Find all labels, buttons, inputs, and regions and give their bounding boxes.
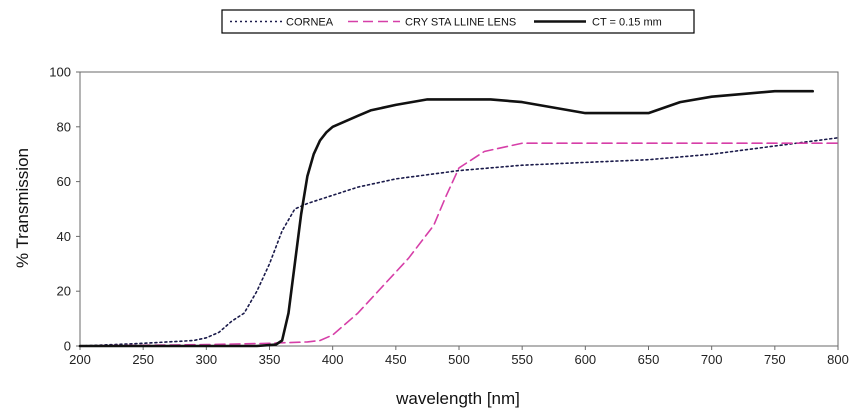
legend-label: CT = 0.15 mm xyxy=(592,17,662,29)
x-tick-label: 700 xyxy=(701,352,723,367)
x-tick-label: 200 xyxy=(69,352,91,367)
x-tick-label: 350 xyxy=(259,352,281,367)
series-layer xyxy=(78,89,839,348)
x-tick-label: 500 xyxy=(448,352,470,367)
legend-label: CRY STA LLINE LENS xyxy=(405,17,516,29)
legend: CORNEA CRY STA LLINE LENS CT = 0.15 mm xyxy=(221,9,695,34)
y-tick-label: 0 xyxy=(64,339,71,354)
y-axis: 0 20 40 60 80 100 xyxy=(49,65,80,354)
x-tick-label: 750 xyxy=(764,352,786,367)
x-tick-label: 800 xyxy=(827,352,849,367)
x-tick-label: 600 xyxy=(574,352,596,367)
series-line-cry-sta-lline-lens xyxy=(79,142,839,347)
x-axis: 200 250 300 350 400 450 500 550 600 650 700 750 800 xyxy=(69,346,849,367)
y-tick-label: 40 xyxy=(57,229,71,244)
x-tick-label: 550 xyxy=(511,352,533,367)
x-tick-label: 300 xyxy=(195,352,217,367)
series-line-cornea xyxy=(79,137,839,347)
y-axis-label: % Transmission xyxy=(13,148,32,268)
y-tick-label: 20 xyxy=(57,284,71,299)
legend-box xyxy=(221,9,695,34)
series-line-ct-0-15-mm xyxy=(78,89,815,348)
y-tick-label: 60 xyxy=(57,174,71,189)
x-axis-label: wavelength [nm] xyxy=(395,389,520,408)
x-tick-label: 450 xyxy=(385,352,407,367)
y-tick-label: 100 xyxy=(49,65,71,80)
x-tick-label: 400 xyxy=(322,352,344,367)
legend-label: CORNEA xyxy=(286,17,334,29)
legend-item: CT = 0.15 mm xyxy=(534,17,662,29)
plot-area xyxy=(79,71,839,347)
x-tick-label: 650 xyxy=(638,352,660,367)
x-tick-label: 250 xyxy=(132,352,154,367)
y-tick-label: 80 xyxy=(57,119,71,134)
legend-item: CORNEA xyxy=(230,17,334,29)
legend-item: CRY STA LLINE LENS xyxy=(348,17,516,29)
